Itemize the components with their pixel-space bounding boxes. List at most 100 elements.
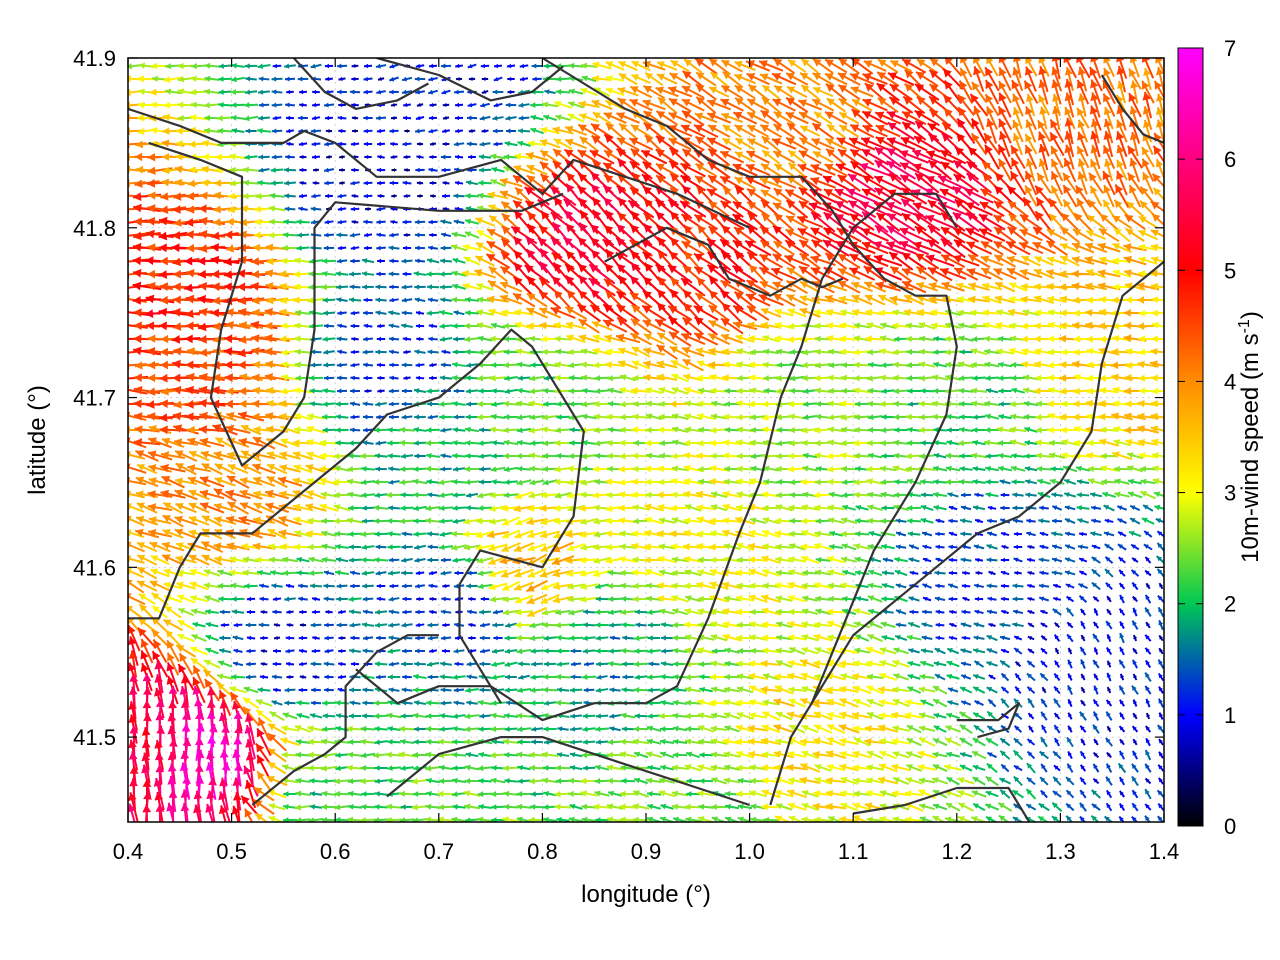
wind-arrow <box>1117 518 1127 524</box>
wind-arrow <box>933 478 947 485</box>
wind-arrow <box>1026 557 1036 563</box>
wind-arrow <box>838 58 860 75</box>
wind-arrow <box>321 283 337 291</box>
wind-arrow <box>1157 594 1164 604</box>
wind-arrow <box>440 427 452 433</box>
wind-arrow <box>412 466 428 473</box>
wind-arrow <box>812 58 834 74</box>
wind-arrow <box>974 609 984 615</box>
colorbar-tick-label: 4 <box>1224 369 1236 394</box>
wind-arrow <box>824 72 848 86</box>
wind-arrow <box>427 401 439 407</box>
wind-arrow <box>634 609 648 615</box>
wind-arrow <box>973 635 985 641</box>
wind-arrow <box>1153 491 1164 498</box>
wind-arrow <box>185 309 213 319</box>
wind-arrow <box>542 673 558 680</box>
wind-arrow <box>1144 685 1152 695</box>
wind-arrow <box>659 751 675 759</box>
wind-arrow <box>516 414 532 421</box>
wind-arrow <box>680 124 706 138</box>
wind-arrow <box>867 582 883 589</box>
wind-arrow <box>1012 106 1023 130</box>
wind-arrow <box>439 531 453 537</box>
wind-arrow <box>973 65 985 93</box>
wind-arrow <box>427 622 439 628</box>
wind-arrow <box>402 141 412 147</box>
wind-arrow <box>323 349 335 355</box>
wind-arrow <box>1105 737 1113 747</box>
x-tick-label: 1.4 <box>1149 839 1180 864</box>
wind-arrow <box>505 622 517 628</box>
wind-arrow <box>711 400 727 407</box>
wind-arrow <box>555 88 571 95</box>
wind-arrow <box>999 737 1011 747</box>
wind-arrow <box>827 504 845 511</box>
wind-arrow <box>362 583 374 589</box>
wind-arrow <box>348 596 362 602</box>
wind-arrow <box>660 699 674 706</box>
wind-arrow <box>1104 568 1114 578</box>
wind-arrow <box>1011 452 1025 459</box>
wind-arrow <box>412 491 428 498</box>
wind-arrow <box>504 375 518 382</box>
wind-arrow <box>337 206 347 212</box>
wind-arrow <box>862 98 888 112</box>
wind-arrow <box>632 738 650 745</box>
wind-arrow <box>1106 686 1112 694</box>
wind-arrow <box>286 115 294 121</box>
wind-arrow <box>269 569 285 576</box>
wind-arrow <box>919 478 935 485</box>
wind-arrow <box>1024 453 1038 459</box>
wind-arrow <box>1038 518 1050 524</box>
wind-arrow <box>773 84 795 100</box>
wind-arrow <box>271 583 283 589</box>
wind-arrow <box>854 530 870 537</box>
wind-arrow <box>916 58 938 74</box>
wind-arrow <box>466 609 478 615</box>
wind-arrow <box>414 544 426 550</box>
wind-arrow <box>373 518 389 525</box>
wind-arrow <box>529 440 545 447</box>
wind-arrow <box>336 362 348 368</box>
wind-arrow <box>402 336 412 342</box>
wind-arrow <box>699 778 713 784</box>
wind-arrow <box>1065 776 1075 786</box>
wind-arrow <box>906 634 922 641</box>
wind-arrow <box>481 89 489 94</box>
wind-arrow <box>205 634 219 642</box>
wind-arrow <box>732 111 758 125</box>
wind-arrow <box>308 270 324 277</box>
wind-arrow <box>1092 595 1100 603</box>
wind-arrow <box>398 790 416 798</box>
wind-arrow <box>216 673 234 680</box>
wind-arrow <box>1064 130 1075 158</box>
wind-arrow <box>375 310 387 316</box>
wind-arrow <box>1091 803 1101 811</box>
wind-arrow <box>706 137 732 151</box>
wind-arrow <box>454 128 464 134</box>
wind-arrow <box>1053 724 1061 734</box>
wind-arrow <box>478 388 492 394</box>
wind-arrow <box>893 673 909 681</box>
wind-arrow <box>464 777 480 785</box>
wind-arrow <box>347 803 363 810</box>
wind-arrow <box>1116 105 1127 131</box>
wind-arrow <box>949 609 957 615</box>
wind-arrow <box>959 711 973 721</box>
wind-arrow <box>363 89 373 95</box>
wind-arrow <box>335 557 349 563</box>
wind-arrow <box>322 778 336 785</box>
wind-arrow <box>298 648 308 654</box>
wind-arrow <box>349 388 361 394</box>
wind-arrow <box>986 118 998 144</box>
wind-arrow <box>984 803 1000 811</box>
wind-arrow <box>478 180 492 186</box>
wind-arrow <box>1012 596 1024 602</box>
wind-arrow <box>468 128 476 133</box>
wind-arrow <box>362 596 374 602</box>
wind-arrow <box>948 531 958 537</box>
wind-arrow <box>894 427 908 433</box>
wind-arrow <box>529 375 545 382</box>
wind-arrow <box>349 687 361 693</box>
